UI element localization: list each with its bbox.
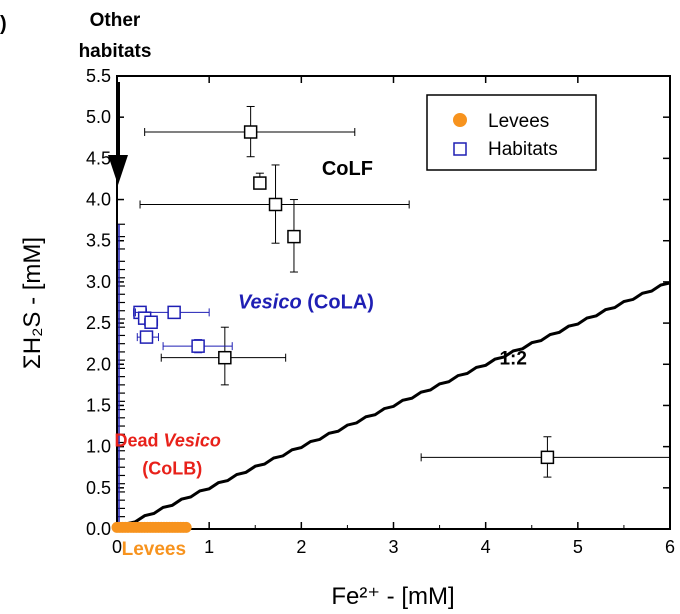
- x-tick-label: 3: [388, 537, 398, 557]
- y-tick-label: 1.5: [86, 395, 111, 415]
- y-axis-label: ΣH₂S - [mM]: [19, 237, 46, 369]
- x-tick-label: 1: [204, 537, 214, 557]
- x-tick-label: 6: [665, 537, 675, 557]
- colf-point: [253, 176, 267, 190]
- y-tick-label: 2.5: [86, 313, 111, 333]
- legend-label-levees: Levees: [488, 111, 549, 132]
- y-tick-label: 0.5: [86, 478, 111, 498]
- annotations: CoLF Vesico (CoLA) Dead Vesico (CoLB) Levees: [114, 158, 373, 560]
- annotation-cola: Vesico (CoLA): [238, 291, 374, 313]
- reference-line-group: 1:2: [116, 281, 671, 531]
- annotation-colf: CoLF: [322, 158, 373, 180]
- legend-box: [426, 94, 597, 171]
- y-tick-label: 3.5: [86, 231, 111, 251]
- x-tick-label: 4: [481, 537, 491, 557]
- y-tick-label: 0.0: [86, 519, 111, 539]
- y-tick-label: 5.5: [86, 66, 111, 86]
- down-arrow-icon: [108, 82, 128, 185]
- legend-marker-habitats: [453, 142, 467, 156]
- other-habitats-series: [116, 223, 125, 526]
- y-tick-label: 2.0: [86, 354, 111, 374]
- y-tick-label: 4.5: [86, 148, 111, 168]
- y-tick-label: 1.0: [86, 437, 111, 457]
- levee-point: [180, 521, 192, 533]
- annotation-colb-line2: (CoLB): [142, 459, 202, 479]
- x-axis-label: Fe²⁺ - [mM]: [331, 583, 454, 610]
- reference-line-label: 1:2: [499, 348, 526, 369]
- x-tick-label: 5: [573, 537, 583, 557]
- colf-point: [218, 350, 232, 365]
- cola-point: [144, 315, 158, 330]
- axis-ticks: 0 1 2 3 4 5 6 0.0 0.5 1.0 1.5 2.0 2.5 3.0 3.5 4.0 4.5 5.0…: [86, 66, 675, 557]
- annotation-cola-italic: Vesico: [238, 291, 302, 313]
- top-label-line1: Other: [90, 10, 141, 31]
- top-label-line2: habitats: [79, 41, 152, 62]
- y-tick-label: 4.0: [86, 190, 111, 210]
- series-cola: [133, 305, 233, 354]
- legend-marker-levees: [453, 113, 467, 127]
- annotation-colb-plain: Dead: [114, 431, 163, 451]
- cola-point: [139, 330, 154, 344]
- annotation-cola-rest: (CoLA): [302, 291, 374, 313]
- legend-label-habitats: Habitats: [488, 139, 558, 160]
- annotation-colb-italic: Vesico: [164, 431, 221, 451]
- panel-label: ): [0, 13, 7, 35]
- colf-point: [243, 125, 258, 139]
- reference-line-1-2: [116, 281, 671, 531]
- y-tick-label: 3.0: [86, 272, 111, 292]
- colf-point: [287, 229, 301, 244]
- annotation-colb-line1: Dead Vesico: [114, 431, 220, 451]
- series-levees: [111, 521, 192, 533]
- colf-point: [540, 450, 555, 465]
- series-colf: [139, 105, 671, 478]
- annotation-levees: Levees: [122, 539, 186, 560]
- cola-point: [191, 339, 205, 353]
- x-tick-label: 0: [112, 537, 122, 557]
- x-tick-label: 2: [296, 537, 306, 557]
- y-tick-label: 5.0: [86, 107, 111, 127]
- cola-point: [167, 305, 181, 320]
- colf-point: [268, 197, 283, 212]
- legend: Levees Habitats: [426, 94, 597, 171]
